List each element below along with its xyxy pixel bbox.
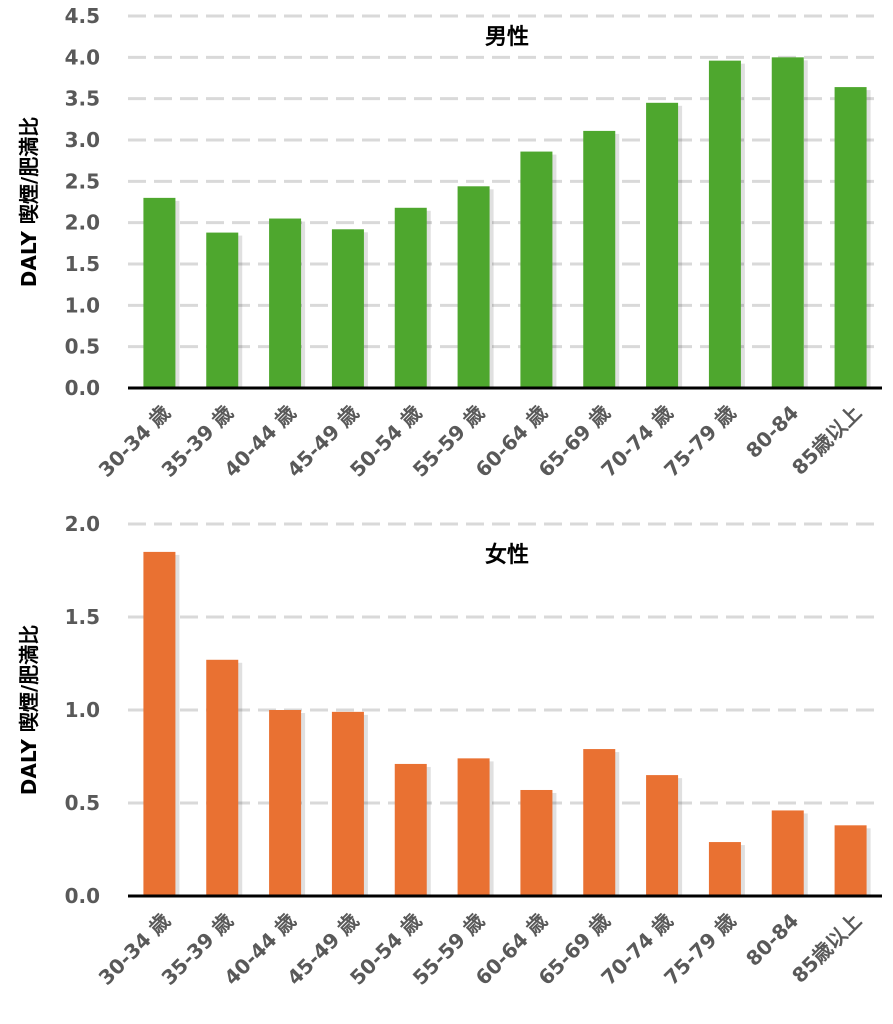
female-bar [583,749,616,896]
female-bar [646,775,679,896]
female-bar [708,842,741,896]
male-x-tick-label: 85歳以上 [787,401,866,480]
male-bar [394,207,427,388]
female-chart: 0.00.51.01.52.030-34 歳35-39 歳40-44 歳45-4… [17,512,882,990]
male-y-tick-label: 3.5 [65,87,100,111]
male-chart: 0.00.51.01.52.02.53.03.54.04.530-34 歳35-… [17,4,882,482]
female-chart-title: 女性 [485,542,529,568]
female-bar [331,711,364,896]
male-y-tick-label: 0.5 [65,335,100,359]
male-bar [206,232,239,388]
male-bar [269,218,302,388]
female-bar [269,710,302,896]
female-y-tick-label: 2.0 [65,512,100,536]
male-y-tick-label: 1.5 [65,252,100,276]
male-y-tick-label: 3.0 [65,128,100,152]
male-bar [143,197,176,388]
female-x-tick-label: 85歳以上 [787,909,866,988]
male-y-tick-label: 1.0 [65,293,100,317]
male-y-tick-label: 4.5 [65,4,100,28]
female-bar [394,763,427,896]
male-bar [646,102,679,389]
female-bar [457,758,490,896]
male-bar [834,87,867,389]
female-bar [206,659,239,896]
female-bar [520,789,553,896]
male-bar [583,130,616,388]
male-bar [457,186,490,388]
female-bar [143,551,176,896]
male-y-tick-label: 2.0 [65,211,100,235]
male-y-tick-label: 2.5 [65,169,100,193]
female-bar [771,810,804,896]
female-y-tick-label: 1.5 [65,605,100,629]
male-bar [771,57,804,388]
male-y-axis-label: DALY 喫煙/肥満比 [17,117,41,287]
female-y-tick-label: 1.0 [65,698,100,722]
female-y-axis-label: DALY 喫煙/肥満比 [17,625,41,795]
female-y-tick-label: 0.5 [65,791,100,815]
male-y-tick-label: 4.0 [65,45,100,69]
male-y-tick-label: 0.0 [65,376,100,400]
male-bar [520,151,553,388]
male-x-tick-label: 80-84 [741,401,803,463]
female-x-tick-label: 80-84 [741,909,803,971]
male-bar [331,229,364,388]
female-y-tick-label: 0.0 [65,884,100,908]
male-chart-title: 男性 [485,25,529,50]
female-bar [834,825,867,896]
male-bar [708,60,741,388]
